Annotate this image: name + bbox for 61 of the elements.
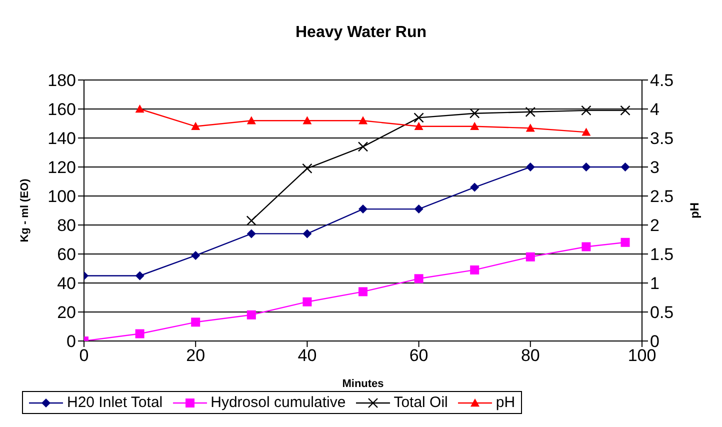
legend-label: Total Oil [394,394,448,411]
point [581,105,592,116]
point [525,106,536,117]
point [582,162,591,172]
point [191,250,200,260]
point [582,242,591,252]
x-tick-label: 20 [186,346,206,366]
legend-label: H20 Inlet Total [67,394,163,411]
y-tick-label: 100 [48,187,76,206]
point [302,229,312,238]
y2-tick-label: 1 [650,274,660,294]
point [302,297,312,306]
y2-tick-label: 3 [650,158,660,178]
y2-tick-label: 1.5 [650,245,674,264]
point [358,142,368,152]
point [620,162,630,172]
point [620,238,630,247]
y2-axis-title: pH [687,202,702,218]
y2-tick-label: 4.5 [650,71,674,90]
y-tick-label: 20 [57,303,76,322]
legend-label: pH [496,394,516,411]
point [246,229,256,238]
point [470,108,480,118]
point [414,274,424,284]
point [246,310,256,320]
y2-tick-label: 0.5 [650,303,674,322]
point [414,204,424,214]
point [135,271,144,280]
x-tick-label: 60 [409,346,428,366]
y-axis-title: Kg - ml (EO) [18,178,31,242]
y-tick-label: 80 [57,216,76,236]
point [414,112,424,123]
chart-title: Heavy Water Run [294,23,428,43]
point [302,163,312,174]
legend-label: Hydrosol cumulative [210,394,346,411]
y-tick-label: 160 [48,100,76,120]
y2-tick-label: 3.5 [650,129,674,148]
x-tick-label: 100 [628,346,656,366]
point [526,162,535,172]
point [470,265,480,274]
y2-tick-label: 2.5 [650,187,674,206]
point [246,216,256,226]
y2-tick-label: 4 [650,100,660,120]
y-tick-label: 120 [48,158,76,178]
point [470,182,480,192]
y2-tick-label: 2 [650,216,660,236]
y-tick-label: 40 [57,274,76,294]
y-tick-label: 0 [66,332,76,352]
y-tick-label: 140 [48,129,76,148]
point [135,329,144,338]
y-tick-label: 60 [57,245,76,264]
y-tick-label: 180 [48,71,76,90]
x-tick-label: 40 [298,346,317,366]
point [620,105,630,116]
point [358,204,368,214]
x-axis-title: Minutes [342,378,384,390]
x-tick-label: 80 [520,346,540,366]
point [191,318,200,327]
x-tick-label: 0 [79,346,89,366]
point [526,252,535,262]
point [358,287,368,296]
